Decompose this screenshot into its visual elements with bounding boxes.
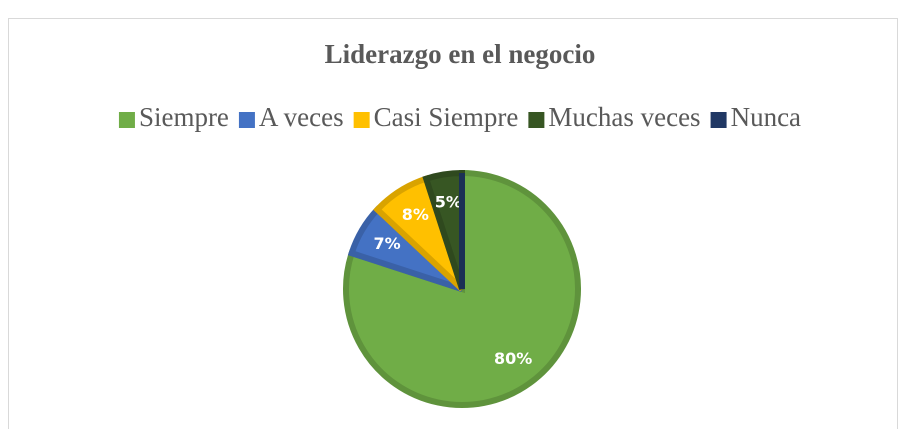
legend-swatch <box>118 112 135 128</box>
data-label: 8% <box>402 205 429 224</box>
legend-swatch <box>238 112 255 128</box>
legend-label: Casi Siempre <box>374 102 519 132</box>
data-label: 7% <box>374 234 401 253</box>
legend-label: A veces <box>259 102 344 132</box>
data-label: 5% <box>435 193 462 212</box>
pie-slice <box>343 169 581 408</box>
legend-label: Muchas veces <box>548 102 700 132</box>
legend-label: Nunca <box>731 102 801 132</box>
legend-swatch <box>710 112 727 128</box>
data-label: 80% <box>494 349 532 368</box>
legend-swatch <box>528 112 545 128</box>
legend-swatch <box>353 112 370 128</box>
legend-label: Siempre <box>139 102 229 132</box>
chart-title: Liderazgo en el negocio <box>325 39 596 69</box>
